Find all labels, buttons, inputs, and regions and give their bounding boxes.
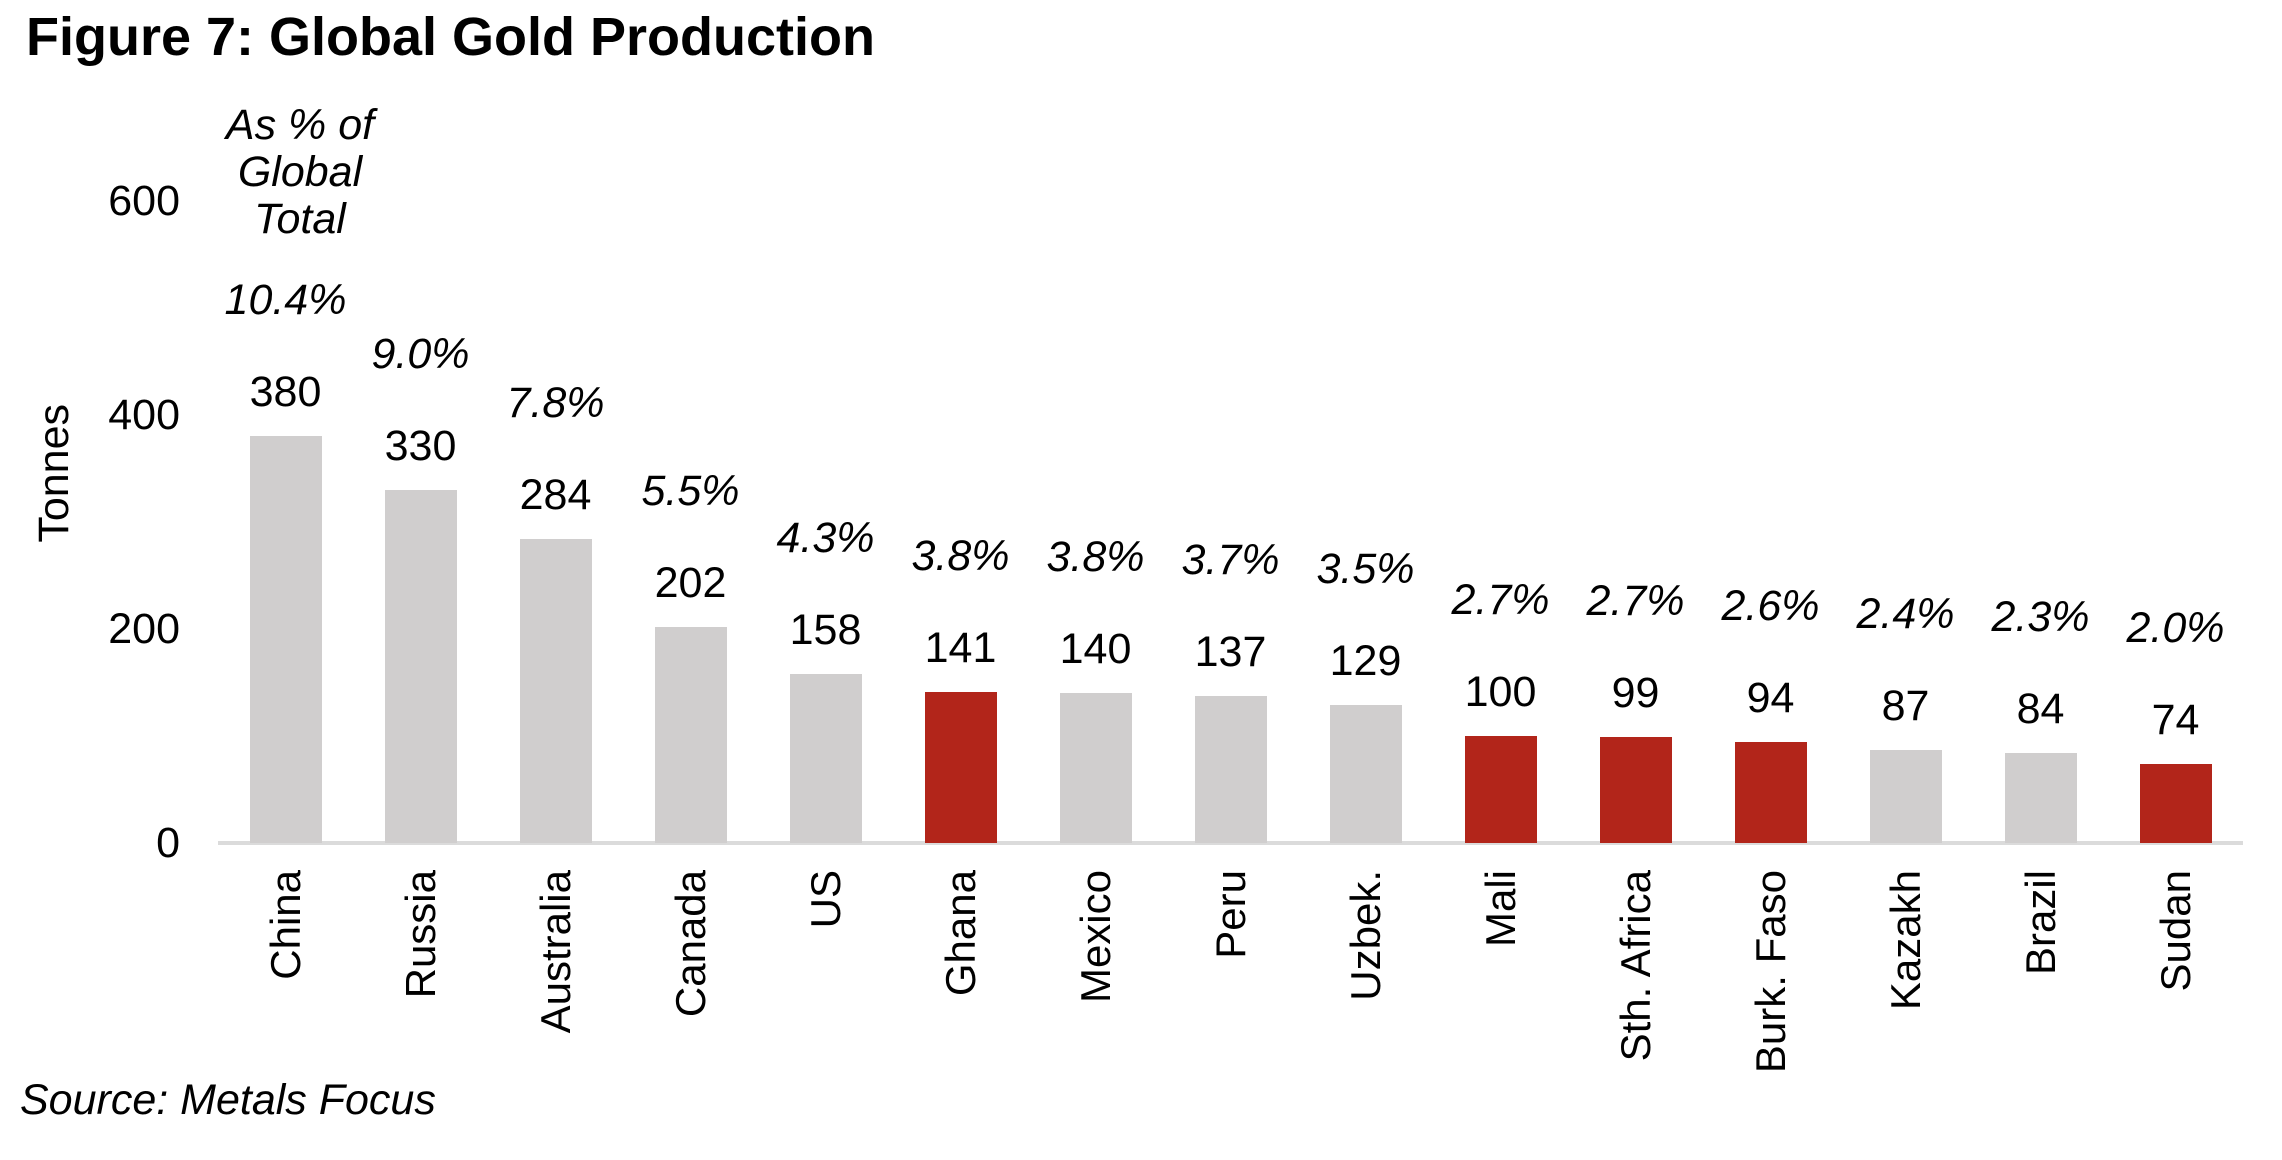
bar-value-label-us: 158 (789, 606, 862, 654)
bar-peru (1194, 696, 1267, 843)
bar-pct-label-sth-africa: 2.7% (1586, 577, 1685, 625)
bar-mexico (1059, 693, 1132, 843)
bar-value-label-sudan: 74 (2151, 696, 2200, 744)
x-axis-label-brazil: Brazil (2016, 870, 2064, 976)
bar-pct-label-uzbek: 3.5% (1316, 545, 1415, 593)
pct-of-global-total-header: As % of Global Total (150, 102, 450, 243)
bar-value-label-australia: 284 (519, 471, 592, 519)
bar-pct-label-mexico: 3.8% (1046, 533, 1145, 581)
x-axis-label-ghana: Ghana (936, 870, 984, 997)
bar-pct-label-canada: 5.5% (641, 467, 740, 515)
bar-value-label-sth-africa: 99 (1611, 669, 1660, 717)
bar-value-label-canada: 202 (654, 559, 727, 607)
y-tick-200: 200 (108, 605, 180, 653)
x-axis-label-sudan: Sudan (2151, 870, 2199, 992)
bar-russia (384, 490, 457, 843)
bar-pct-label-us: 4.3% (776, 514, 875, 562)
bar-brazil (2004, 753, 2077, 843)
bar-china (249, 436, 322, 843)
bar-value-label-brazil: 84 (2016, 685, 2065, 733)
source-note: Source: Metals Focus (20, 1076, 436, 1124)
bar-value-label-ghana: 141 (924, 624, 997, 672)
y-tick-0: 0 (156, 819, 180, 867)
bar-us (789, 674, 862, 843)
pct-header-line-1: As % of (225, 101, 375, 149)
x-axis-label-peru: Peru (1206, 870, 1254, 959)
x-axis-label-kazakh: Kazakh (1881, 870, 1929, 1011)
x-axis-label-us: US (801, 870, 849, 929)
x-axis-label-canada: Canada (666, 870, 714, 1018)
x-axis-label-russia: Russia (396, 870, 444, 999)
bar-ghana (924, 692, 997, 843)
x-axis-label-sth-africa: Sth. Africa (1611, 870, 1659, 1062)
bar-pct-label-ghana: 3.8% (911, 532, 1010, 580)
bar-pct-label-china: 10.4% (224, 276, 347, 324)
bar-pct-label-peru: 3.7% (1181, 536, 1280, 584)
bar-value-label-peru: 137 (1194, 628, 1267, 676)
x-axis-label-australia: Australia (531, 870, 579, 1034)
y-tick-400: 400 (108, 391, 180, 439)
bar-value-label-mexico: 140 (1059, 625, 1132, 673)
bar-value-label-burk-faso: 94 (1746, 674, 1795, 722)
bar-sth-africa (1599, 737, 1672, 843)
bar-value-label-russia: 330 (384, 422, 457, 470)
bar-pct-label-brazil: 2.3% (1991, 593, 2090, 641)
bar-burk-faso (1734, 742, 1807, 843)
y-tick-600: 600 (108, 177, 180, 225)
bar-pct-label-kazakh: 2.4% (1856, 590, 1955, 638)
bar-sudan (2139, 764, 2212, 843)
figure-title: Figure 7: Global Gold Production (26, 7, 875, 67)
bar-pct-label-australia: 7.8% (506, 379, 605, 427)
pct-header-line-3: Total (254, 195, 346, 243)
bar-pct-label-russia: 9.0% (371, 330, 470, 378)
x-axis-label-china: China (261, 870, 309, 980)
x-axis-label-uzbek: Uzbek. (1341, 870, 1389, 1001)
x-axis-label-burk-faso: Burk. Faso (1746, 870, 1794, 1074)
bar-uzbek (1329, 705, 1402, 843)
bar-pct-label-mali: 2.7% (1451, 576, 1550, 624)
x-axis-line (218, 841, 2243, 845)
bar-kazakh (1869, 750, 1942, 843)
bar-mali (1464, 736, 1537, 843)
bar-australia (519, 539, 592, 843)
bar-value-label-china: 380 (249, 368, 322, 416)
x-axis-label-mexico: Mexico (1071, 870, 1119, 1004)
pct-header-line-2: Global (237, 148, 363, 196)
bar-value-label-kazakh: 87 (1881, 682, 1930, 730)
bar-value-label-uzbek: 129 (1329, 637, 1402, 685)
bar-pct-label-burk-faso: 2.6% (1721, 582, 1820, 630)
bar-canada (654, 627, 727, 843)
bar-pct-label-sudan: 2.0% (2126, 604, 2225, 652)
x-axis-label-mali: Mali (1476, 870, 1524, 948)
bar-value-label-mali: 100 (1464, 668, 1537, 716)
